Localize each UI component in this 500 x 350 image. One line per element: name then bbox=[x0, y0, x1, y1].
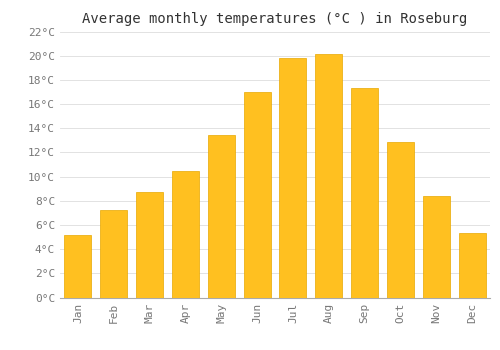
Bar bbox=[316, 55, 342, 298]
Bar bbox=[280, 58, 306, 298]
Bar bbox=[136, 192, 163, 298]
Bar bbox=[244, 92, 270, 298]
Bar bbox=[351, 88, 378, 298]
Bar bbox=[208, 135, 234, 298]
Bar bbox=[64, 234, 92, 298]
Bar bbox=[458, 233, 485, 298]
Title: Average monthly temperatures (°C ) in Roseburg: Average monthly temperatures (°C ) in Ro… bbox=[82, 12, 468, 26]
Bar bbox=[387, 141, 414, 298]
Bar bbox=[423, 196, 450, 298]
Bar bbox=[172, 170, 199, 298]
Bar bbox=[100, 210, 127, 298]
